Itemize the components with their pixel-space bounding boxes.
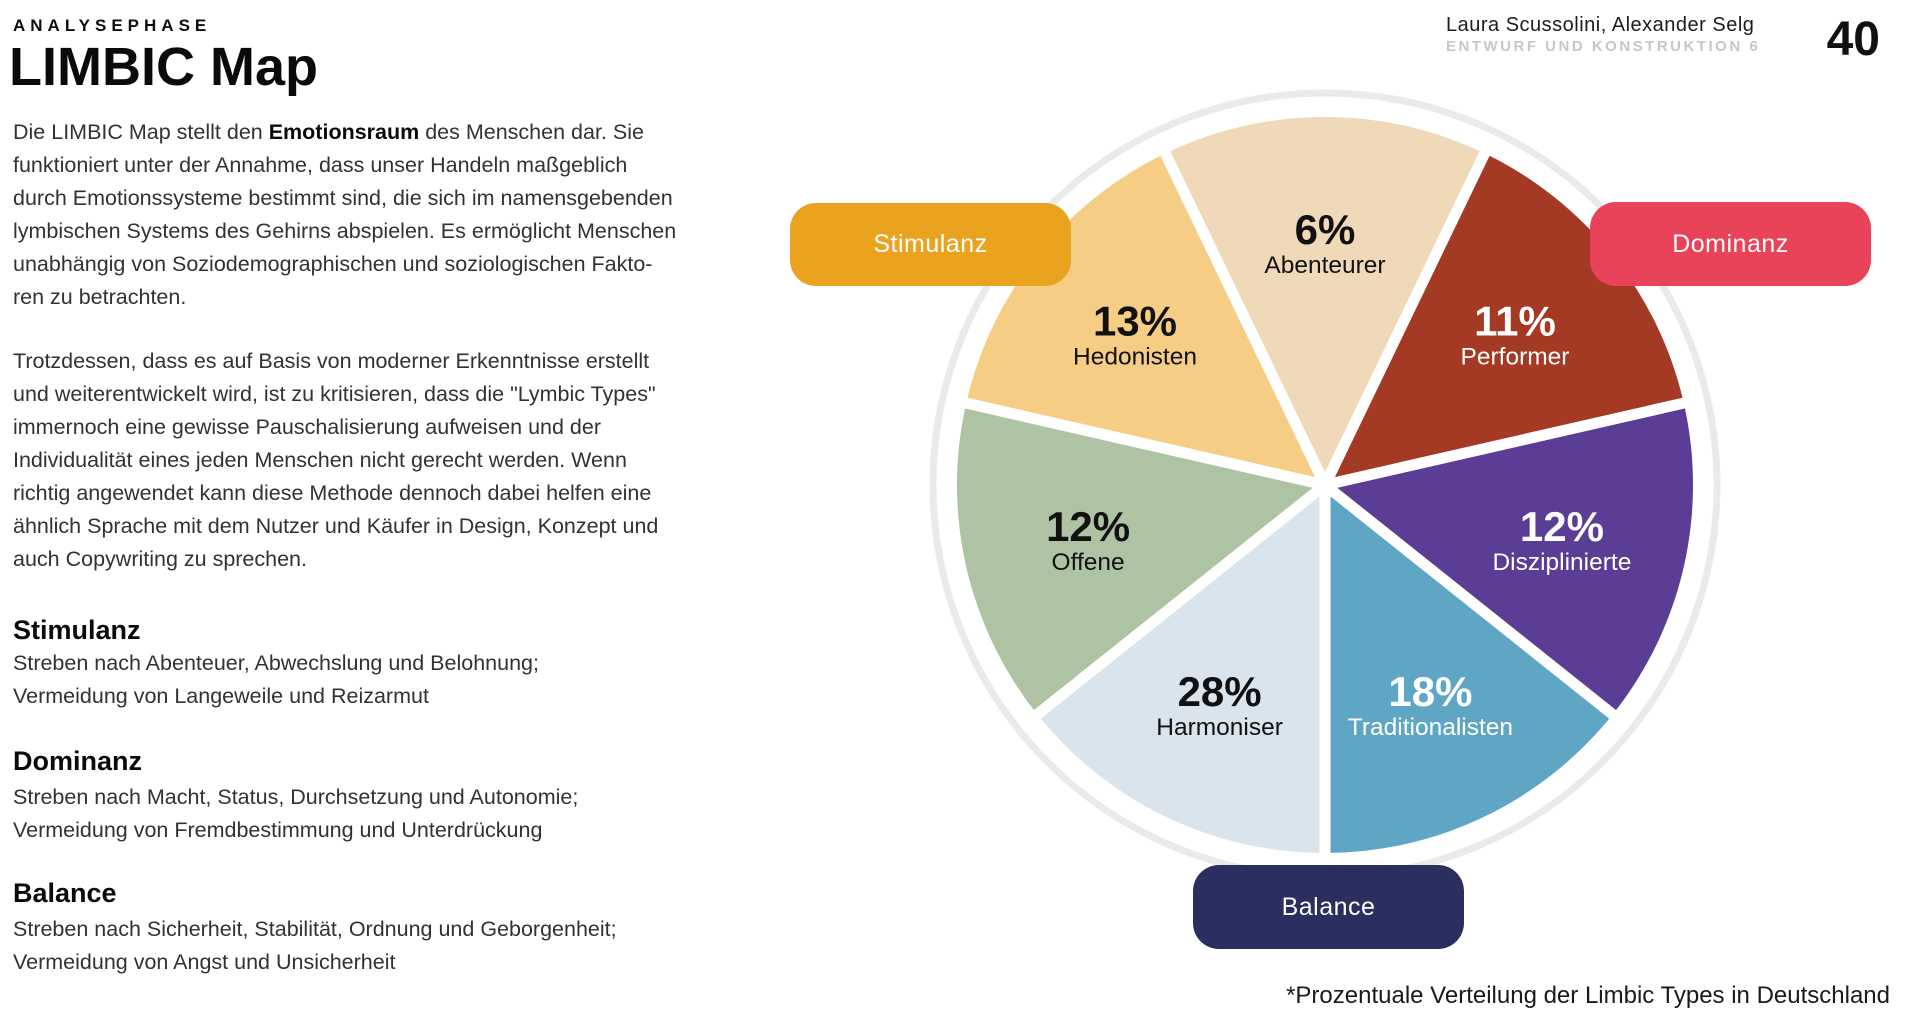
pie-segment-divider [957,395,1327,491]
pie-percentage-label: 18% [1388,668,1472,715]
section-body-dominanz: Streben nach Macht, Status, Durchsetzung… [13,781,578,847]
pie-name-label: Abenteurer [1264,252,1385,279]
pie-segment-divider [1321,480,1623,724]
pie-segment-abenteurer [1165,116,1485,485]
pie-name-label: Performer [1461,344,1570,371]
body-line: immernoch eine gewisse Pauschalisierung … [13,415,601,439]
pie-name-label: Offene [1052,549,1125,576]
body-line: Streben nach Macht, Status, Durchsetzung… [13,785,579,809]
body-text: des Menschen dar. Sie [419,120,644,144]
pie-percentage-label: 11% [1474,298,1556,345]
pie-segment-divider [1156,143,1330,488]
body-line: ren zu betrachten. [13,285,187,309]
section-heading-balance: Balance [13,878,117,908]
pie-segment-harmoniser [1037,485,1325,853]
pie-percentage-label: 28% [1178,668,1262,715]
body-line: richtig angewendet kann diese Methode de… [13,481,652,505]
axis-pill-balance: Balance [1193,865,1464,949]
pie-segment-disziplinierte [1325,403,1694,715]
section-body-stimulanz: Streben nach Abenteuer, Abwechslung und … [13,647,539,713]
body-line: unabhängig von Soziodemographischen und … [13,252,653,276]
body-line: Vermeidung von Langeweile und Reizarmut [13,684,429,708]
pie-name-label: Hedonisten [1073,344,1197,371]
pie-segment-divider [1323,395,1693,491]
page-number: 40 [1826,13,1880,66]
body-line: und weiterentwickelt wird, ist zu kritis… [13,382,656,406]
authors: Laura Scussolini, Alexander Selg [1446,14,1755,36]
pie-segment-traditionalisten [1325,485,1613,853]
body-line: Streben nach Sicherheit, Stabilität, Ord… [13,917,617,941]
section-heading-dominanz: Dominanz [13,746,143,776]
section-body-balance: Streben nach Sicherheit, Stabilität, Ord… [13,913,617,979]
pie-name-label: Disziplinierte [1492,549,1631,576]
body-line: Individualität eines jeden Menschen nich… [13,448,627,472]
body-line: Streben nach Abenteuer, Abwechslung und … [13,651,539,675]
body-line: Trotzdessen, dass es auf Basis von moder… [13,349,650,373]
body-line: funktioniert unter der Annahme, dass uns… [13,153,628,177]
pie-percentage-label: 13% [1093,298,1177,345]
body-line: auch Copywriting zu sprechen. [13,547,307,571]
pie-percentage-label: 6% [1295,206,1356,253]
body-line: Die LIMBIC Map stellt den Emotionsraum d… [13,116,644,149]
intro-paragraph-1: Die LIMBIC Map stellt den Emotionsraum d… [13,116,677,314]
section-heading-stimulanz: Stimulanz [13,615,141,645]
body-line: durch Emotionssysteme bestimmt sind, die… [13,186,673,210]
chart-footnote: *Prozentuale Verteilung der Limbic Types… [1286,982,1890,1009]
axis-pill-label: Dominanz [1672,229,1789,258]
axis-pill-label: Balance [1281,892,1376,921]
pie-percentage-label: 12% [1046,503,1130,550]
pie-center-dot [1315,475,1335,495]
eyebrow-label: ANALYSEPHASE [13,16,212,35]
body-line: ähnlich Sprache mit dem Nutzer und Käufe… [13,514,659,538]
pie-segment-divider [1320,143,1494,488]
body-line: lymbischen Systems des Gehirns abspielen… [13,219,677,243]
limbic-pie-chart: 6%Abenteurer11%Performer12%Diszipliniert… [929,89,1721,881]
axis-pill-dominanz: Dominanz [1590,202,1871,286]
page-title: LIMBIC Map [9,37,318,97]
axis-pill-label: Stimulanz [873,230,988,258]
pie-percentage-label: 12% [1520,503,1604,550]
body-line: Vermeidung von Fremdbestimmung und Unter… [13,818,543,842]
axis-pill-stimulanz: Stimulanz [790,203,1071,286]
intro-paragraph-2: Trotzdessen, dass es auf Basis von moder… [13,345,659,576]
pie-name-label: Traditionalisten [1348,714,1513,741]
body-text: Die LIMBIC Map stellt den [13,120,269,144]
body-text-bold: Emotionsraum [268,120,420,144]
pie-segment-offene [956,403,1325,715]
course-label: ENTWURF UND KONSTRUKTION 6 [1446,38,1761,55]
pie-name-label: Harmoniser [1156,714,1283,741]
body-line: Vermeidung von Angst und Unsicherheit [13,950,396,974]
pie-segment-divider [1027,480,1329,724]
